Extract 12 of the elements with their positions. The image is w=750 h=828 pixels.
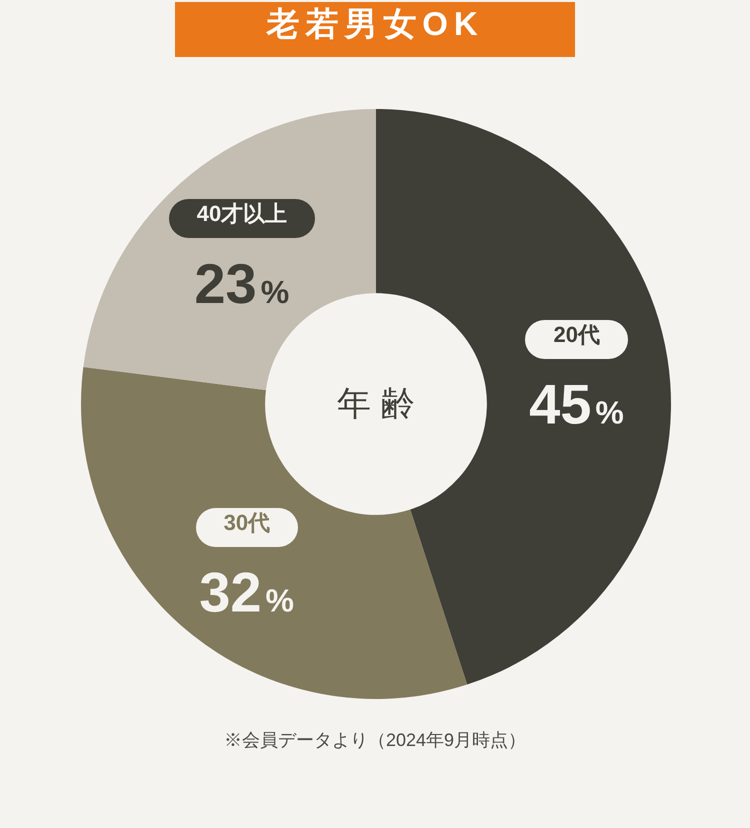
data-label: 23% [194, 252, 290, 315]
label-pill: 20代 [525, 320, 628, 359]
data-label: 45% [529, 372, 624, 436]
slice-label: 40才以上 [196, 201, 288, 226]
data-label: 32% [199, 560, 294, 624]
text: ※会員データより（2024年9月時点） [222, 729, 528, 752]
slice-label: 20代 [553, 322, 600, 347]
chart-title: 老若男女OK [175, 2, 575, 57]
text: 年齢 [337, 385, 425, 425]
label-pill: 30代 [196, 508, 298, 547]
slice-label: 30代 [224, 510, 270, 535]
label-pill: 40才以上 [168, 199, 316, 238]
